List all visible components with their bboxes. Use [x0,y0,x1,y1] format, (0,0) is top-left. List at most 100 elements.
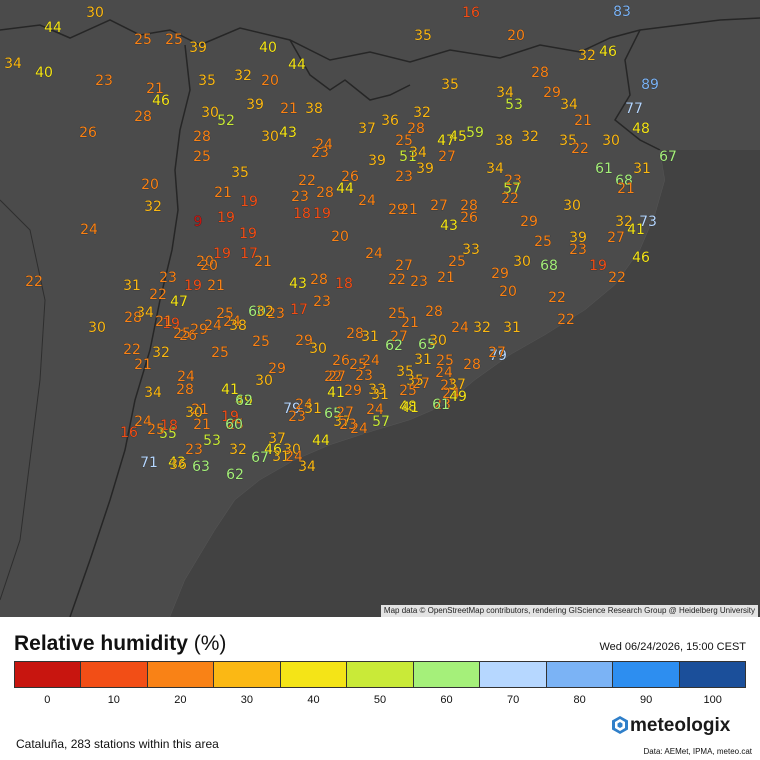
station-humidity-label[interactable]: 32 [413,105,431,122]
station-humidity-label[interactable]: 27 [395,258,413,275]
station-humidity-label[interactable]: 22 [388,272,406,289]
station-humidity-label[interactable]: 48 [632,121,650,138]
station-humidity-label[interactable]: 34 [409,145,428,162]
station-humidity-label[interactable]: 18 [335,276,353,293]
station-humidity-label[interactable]: 47 [437,133,455,150]
station-humidity-label[interactable]: 29 [190,322,208,339]
station-humidity-label[interactable]: 53 [505,97,523,114]
station-humidity-label[interactable]: 30 [88,320,106,337]
station-humidity-label[interactable]: 30 [602,133,620,150]
station-humidity-label[interactable]: 60 [225,417,243,434]
station-humidity-label[interactable]: 46 [599,44,618,61]
station-humidity-label[interactable]: 18 [293,206,311,223]
station-humidity-label[interactable]: 20 [261,73,279,90]
station-humidity-label[interactable]: 31 [503,320,521,337]
station-humidity-label[interactable]: 77 [625,101,643,118]
station-humidity-label[interactable]: 61 [595,161,613,178]
station-humidity-label[interactable]: 24 [451,320,470,337]
station-humidity-label[interactable]: 28 [407,121,425,138]
station-humidity-label[interactable]: 20 [196,254,214,271]
station-humidity-label[interactable]: 30 [86,5,104,22]
station-humidity-label[interactable]: 32 [152,345,170,362]
station-humidity-label[interactable]: 44 [336,181,355,198]
station-humidity-label[interactable]: 22 [608,270,626,287]
station-humidity-label[interactable]: 30 [309,341,327,358]
station-humidity-label[interactable]: 67 [659,149,677,166]
station-humidity-label[interactable]: 17 [290,302,308,319]
station-humidity-label[interactable]: 24 [223,314,242,331]
station-humidity-label[interactable]: 43 [168,455,186,472]
station-humidity-label[interactable]: 29 [491,266,509,283]
station-humidity-label[interactable]: 31 [272,449,290,466]
station-humidity-label[interactable]: 23 [339,417,357,434]
station-humidity-label[interactable]: 22 [149,287,167,304]
station-humidity-label[interactable]: 41 [327,385,345,402]
station-humidity-label[interactable]: 68 [540,258,558,275]
station-humidity-label[interactable]: 21 [134,357,152,374]
station-humidity-label[interactable]: 21 [401,315,419,332]
station-humidity-label[interactable]: 25 [165,32,183,49]
station-humidity-label[interactable]: 21 [155,314,173,331]
station-humidity-label[interactable]: 21 [280,101,298,118]
station-humidity-label[interactable]: 38 [229,318,247,335]
station-humidity-label[interactable]: 62 [385,338,403,355]
station-humidity-label[interactable]: 19 [313,206,331,223]
map-area[interactable]: 30 16 83 44 25 25 39 40 35 20 32 46 34 40 23 21 35 32 20 44… [0,0,760,617]
station-humidity-label[interactable]: 34 [144,385,163,402]
station-humidity-label[interactable]: 19 [213,246,231,263]
station-humidity-label[interactable]: 25 [395,133,413,150]
station-humidity-label[interactable]: 27 [438,149,456,166]
station-humidity-label[interactable]: 22 [298,173,316,190]
station-humidity-label[interactable]: 34 [486,161,505,178]
station-humidity-label[interactable]: 25 [399,383,417,400]
station-humidity-label[interactable]: 45 [449,129,467,146]
station-humidity-label[interactable]: 68 [615,173,633,190]
station-humidity-label[interactable]: 30 [563,198,581,215]
station-humidity-label[interactable]: 44 [44,20,63,37]
station-humidity-label[interactable]: 53 [203,433,221,450]
station-humidity-label[interactable]: 24 [285,449,304,466]
station-humidity-label[interactable]: 46 [264,442,283,459]
station-humidity-label[interactable]: 32 [473,320,491,337]
station-humidity-label[interactable]: 43 [289,276,307,293]
station-humidity-label[interactable]: 67 [251,450,269,467]
station-humidity-label[interactable]: 35 [396,364,414,381]
station-humidity-label[interactable]: 48 [399,399,417,416]
station-humidity-label[interactable]: 27 [336,405,354,422]
station-humidity-label[interactable]: 22 [25,274,43,291]
station-humidity-label[interactable]: 24 [358,193,377,210]
station-humidity-label[interactable]: 22 [123,342,141,359]
station-humidity-label[interactable]: 21 [400,202,418,219]
station-humidity-label[interactable]: 39 [569,230,587,247]
station-humidity-label[interactable]: 24 [365,246,384,263]
station-humidity-label[interactable]: 24 [134,414,153,431]
station-humidity-label[interactable]: 32 [615,214,633,231]
station-humidity-label[interactable]: 31 [123,278,141,295]
station-humidity-label[interactable]: 32 [521,129,539,146]
station-humidity-label[interactable]: 19 [239,226,257,243]
station-humidity-label[interactable]: 24 [295,397,314,414]
station-humidity-label[interactable]: 46 [152,93,171,110]
station-humidity-label[interactable]: 39 [416,161,434,178]
station-humidity-label[interactable]: 28 [463,357,481,374]
station-humidity-label[interactable]: 65 [324,406,342,423]
station-humidity-label[interactable]: 27 [488,345,506,362]
station-humidity-label[interactable]: 23 [185,442,203,459]
station-humidity-label[interactable]: 63 [192,459,210,476]
station-humidity-label[interactable]: 49 [235,393,253,410]
station-humidity-label[interactable]: 57 [503,181,521,198]
station-humidity-label[interactable]: 19 [162,316,180,333]
station-humidity-label[interactable]: 24 [350,421,369,438]
station-humidity-label[interactable]: 21 [437,270,455,287]
station-humidity-label[interactable]: 25 [211,345,229,362]
station-humidity-label[interactable]: 21 [193,417,211,434]
station-humidity-label[interactable]: 29 [543,85,561,102]
station-humidity-label[interactable]: 23 [504,173,522,190]
station-humidity-label[interactable]: 62 [226,467,244,484]
station-humidity-label[interactable]: 24 [177,369,196,386]
station-humidity-label[interactable]: 25 [216,306,234,323]
station-humidity-label[interactable]: 31 [633,161,651,178]
station-humidity-label[interactable]: 36 [169,457,188,474]
station-humidity-label[interactable]: 27 [328,369,346,386]
station-humidity-label[interactable]: 32 [256,304,274,321]
